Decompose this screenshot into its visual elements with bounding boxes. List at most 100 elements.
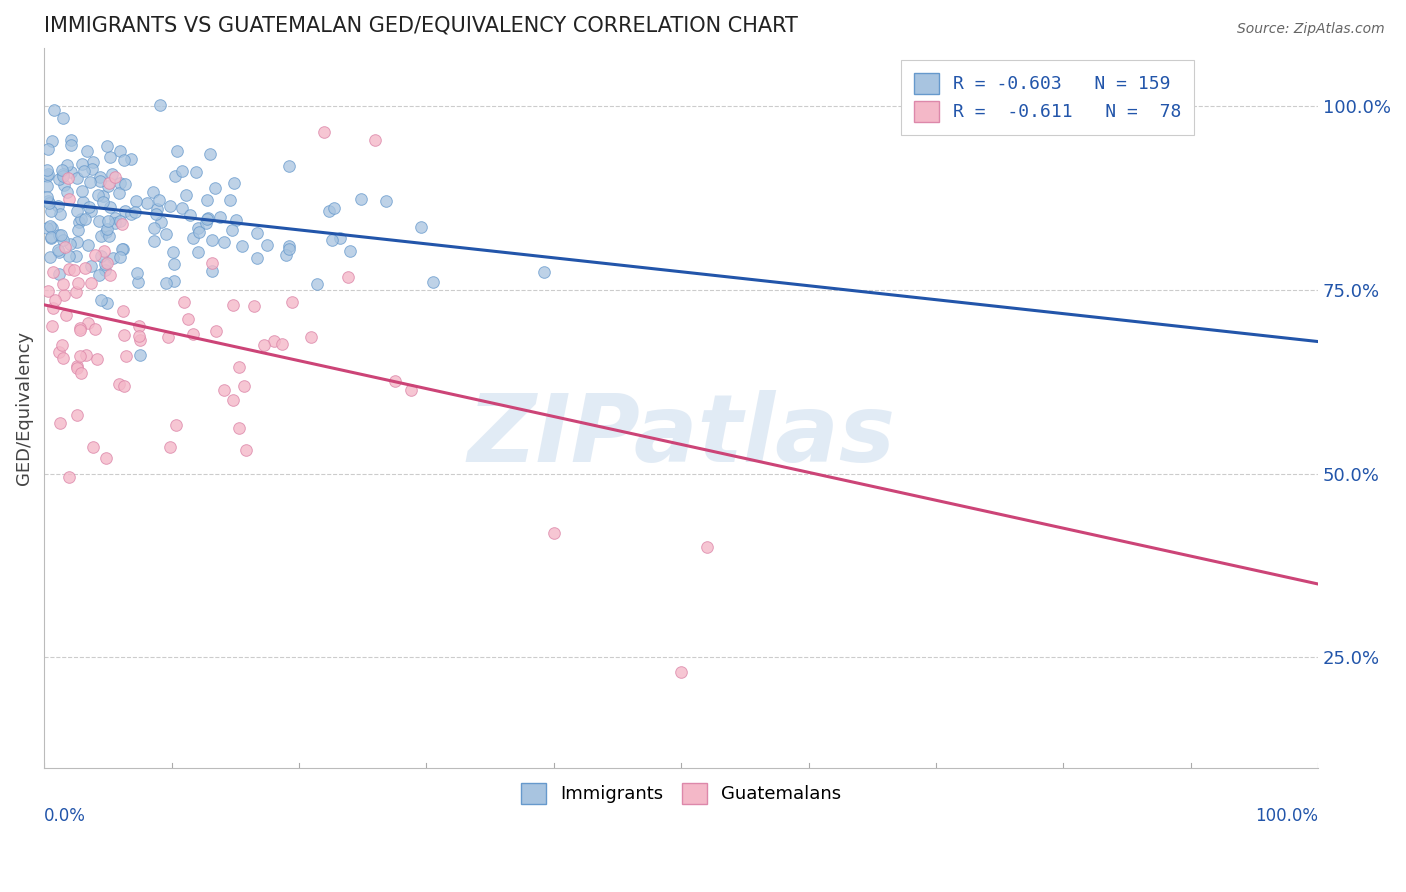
Point [299, 330, 322, 344]
Point [98, 150, 121, 164]
Point [127, 266, 149, 280]
Point [75, 348, 97, 362]
Point [52, 287, 75, 301]
Point [350, 192, 373, 206]
Point [112, 378, 135, 392]
Point [96, 450, 118, 465]
Point [150, 215, 173, 229]
Point [39, 229, 62, 244]
Point [174, 188, 197, 202]
Point [39, 219, 62, 233]
Point [112, 153, 135, 167]
Point [37, 194, 59, 208]
Point [212, 235, 235, 249]
Point [96, 138, 118, 153]
Point [38, 195, 60, 210]
Point [231, 239, 253, 253]
Point [181, 326, 204, 341]
Point [89, 174, 111, 188]
Point [162, 245, 184, 260]
Point [162, 274, 184, 288]
Point [101, 252, 124, 266]
Point [35, 162, 58, 177]
Point [55, 185, 77, 199]
Point [270, 337, 292, 351]
Point [37, 167, 59, 181]
Point [228, 421, 250, 435]
Point [159, 440, 181, 454]
Point [94, 262, 117, 277]
Point [142, 234, 165, 248]
Point [149, 98, 172, 112]
Point [195, 216, 218, 230]
Text: Source: ZipAtlas.com: Source: ZipAtlas.com [1237, 22, 1385, 37]
Point [97, 178, 120, 193]
Point [66, 359, 89, 373]
Point [321, 233, 343, 247]
Point [222, 298, 245, 312]
Point [104, 216, 127, 230]
Text: 100.0%: 100.0% [1256, 807, 1319, 825]
Point [339, 244, 361, 258]
Point [44, 293, 66, 307]
Point [235, 443, 257, 458]
Point [87, 188, 110, 202]
Point [198, 147, 221, 161]
Point [124, 205, 146, 219]
Point [148, 193, 170, 207]
Point [128, 329, 150, 343]
Point [145, 207, 167, 221]
Point [124, 194, 146, 208]
Point [128, 319, 150, 334]
Point [42, 103, 65, 117]
Point [91, 189, 114, 203]
Point [49, 207, 72, 221]
Point [93, 244, 115, 258]
Point [52, 277, 75, 292]
Point [65, 249, 87, 263]
Point [76, 144, 98, 158]
Point [35, 220, 58, 235]
Point [111, 242, 134, 256]
Point [104, 169, 127, 184]
Point [87, 214, 110, 228]
Point [46, 243, 69, 257]
Point [374, 194, 396, 208]
Point [323, 201, 346, 215]
Point [314, 125, 336, 139]
Point [37, 284, 59, 298]
Point [69, 212, 91, 227]
Point [173, 295, 195, 310]
Point [35, 190, 58, 204]
Point [157, 330, 180, 344]
Point [90, 293, 112, 307]
Point [53, 240, 76, 254]
Point [384, 374, 406, 388]
Point [84, 322, 107, 336]
Point [162, 257, 184, 271]
Point [77, 238, 100, 252]
Point [83, 248, 105, 262]
Point [97, 176, 120, 190]
Point [146, 202, 169, 216]
Point [188, 225, 211, 239]
Point [197, 211, 219, 226]
Point [35, 169, 58, 184]
Point [204, 181, 226, 195]
Point [90, 228, 112, 243]
Point [228, 360, 250, 375]
Point [58, 249, 80, 263]
Point [48, 267, 70, 281]
Point [543, 525, 565, 540]
Point [108, 176, 131, 190]
Point [108, 377, 131, 392]
Point [195, 193, 218, 207]
Point [135, 195, 157, 210]
Point [277, 159, 299, 173]
Point [48, 245, 70, 260]
Point [96, 213, 118, 227]
Point [195, 212, 218, 227]
Point [42, 301, 65, 316]
Point [80, 161, 103, 176]
Point [48, 345, 70, 359]
